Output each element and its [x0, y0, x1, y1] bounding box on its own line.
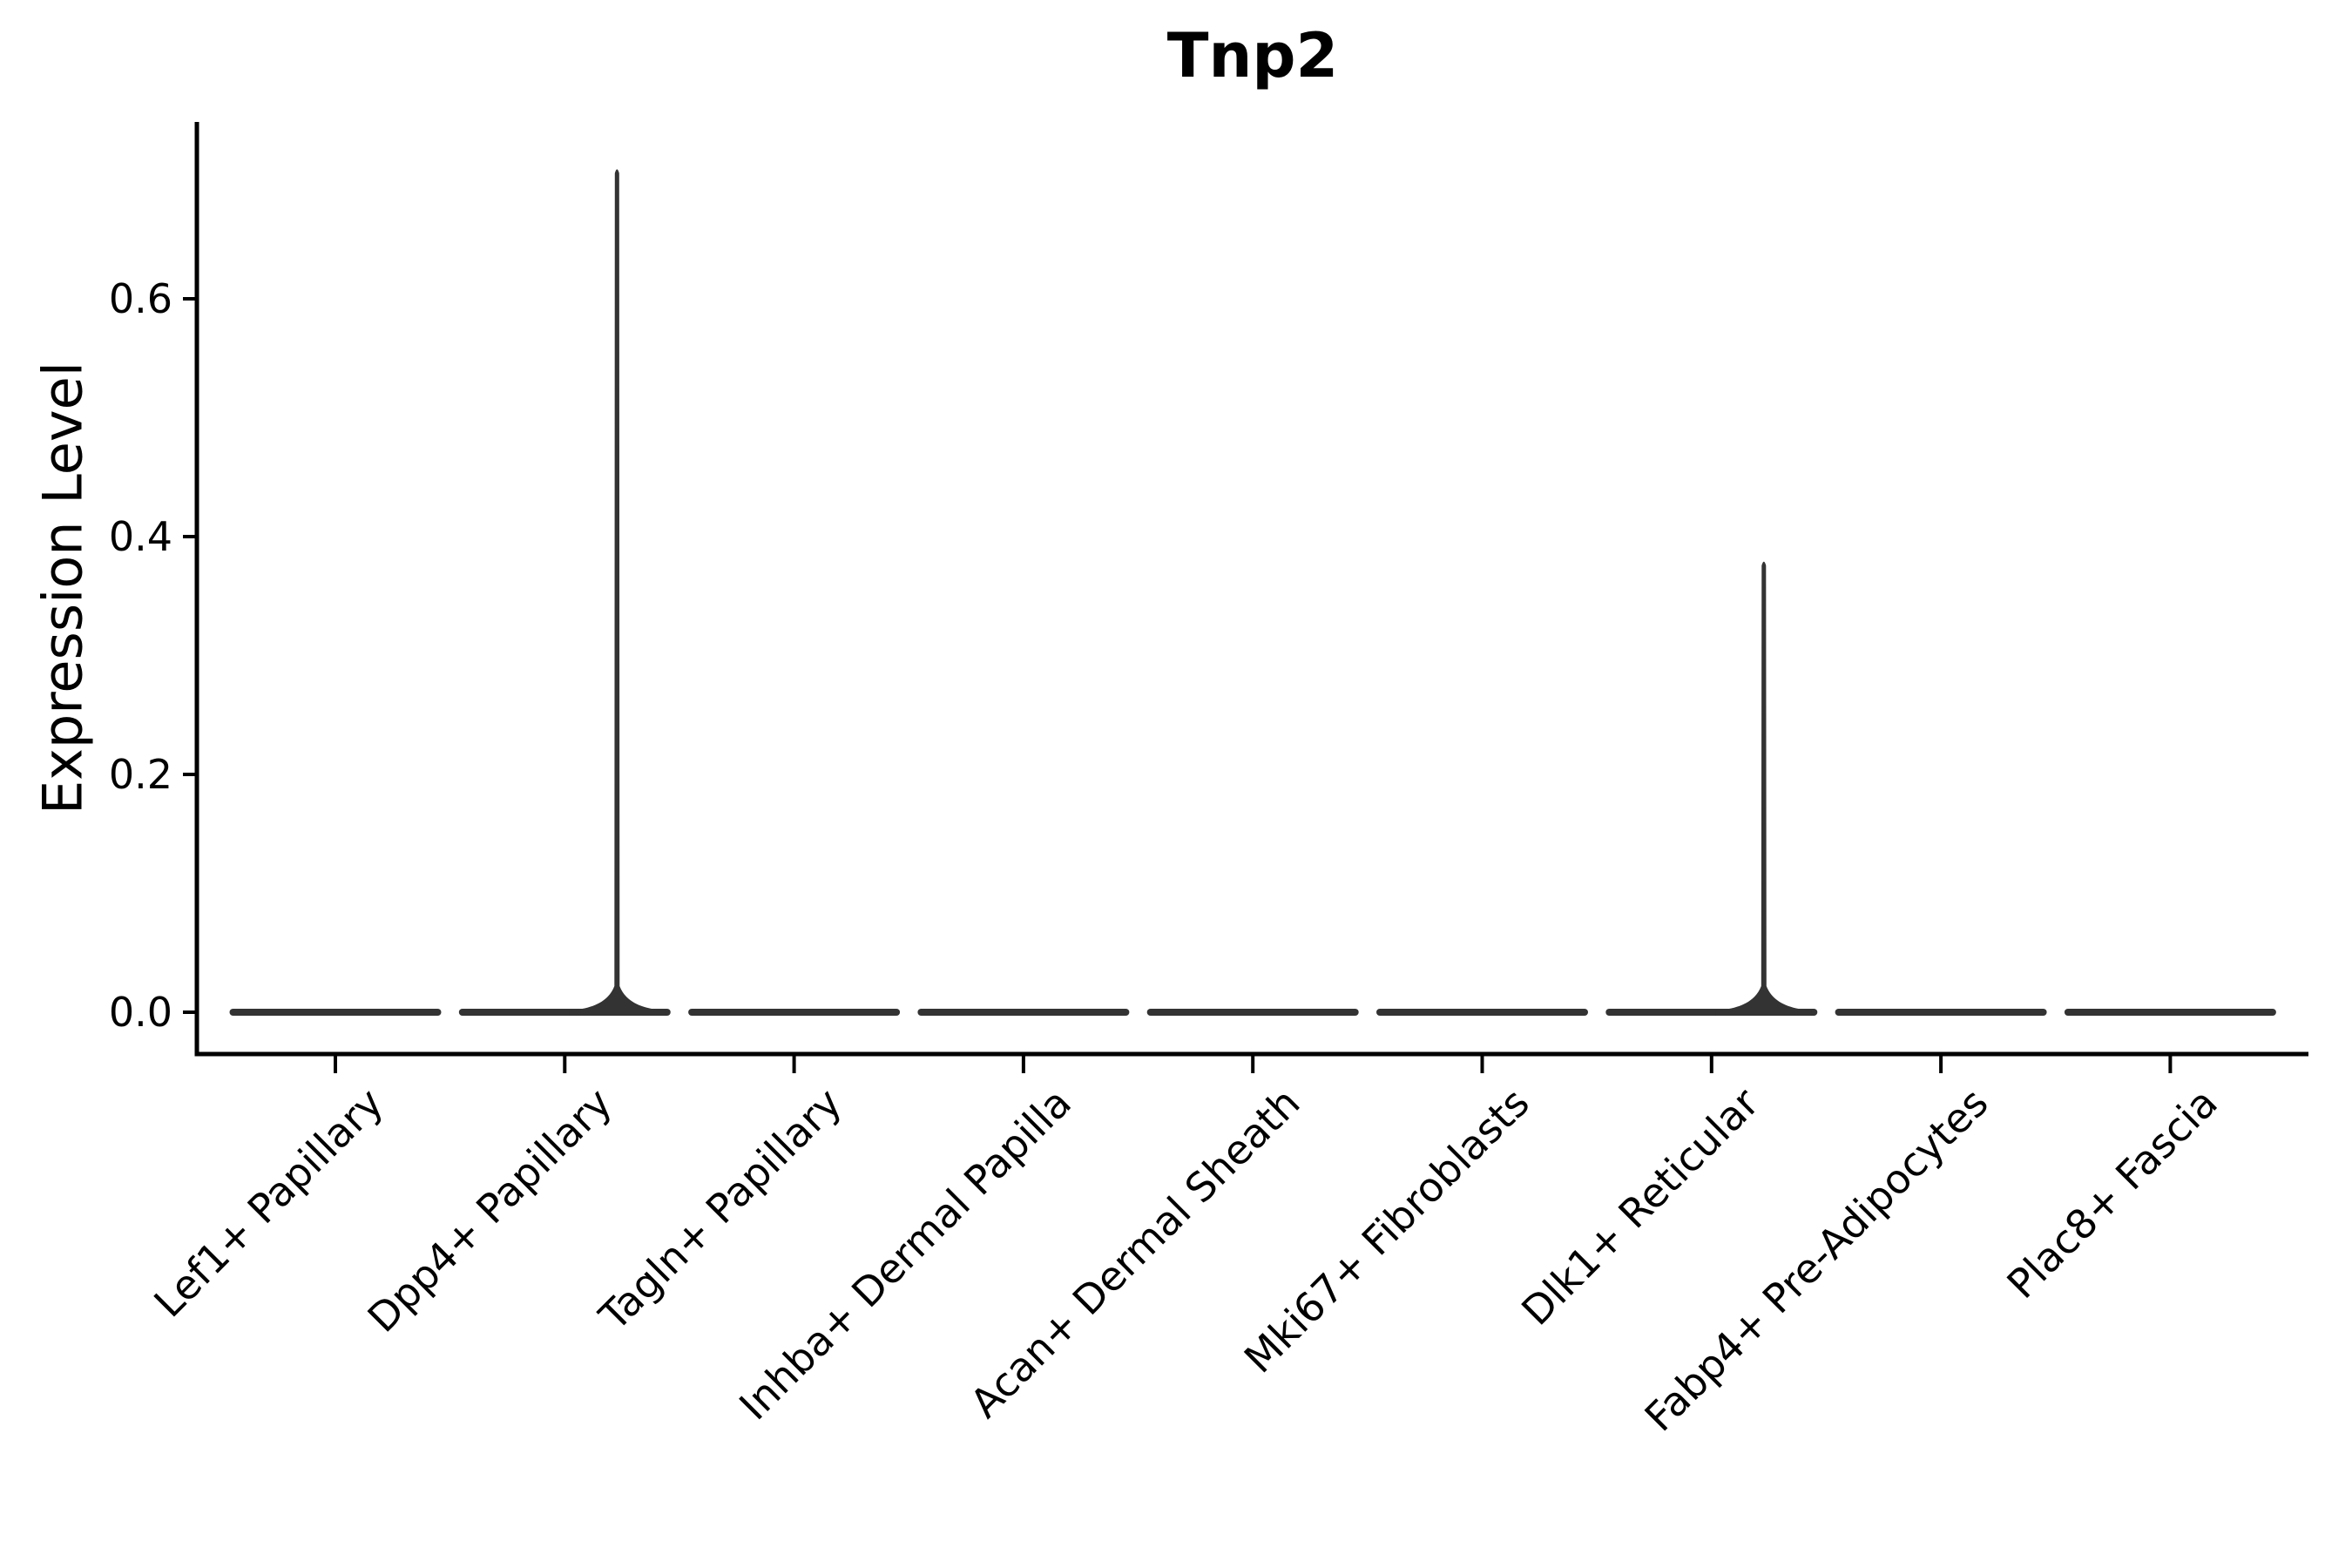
chart-title: Tnp2: [1166, 20, 1339, 91]
violin-spike: [569, 169, 666, 1017]
violin-base: [1835, 1009, 2047, 1016]
y-tick-label: 0.0: [108, 989, 172, 1036]
violin-base: [917, 1009, 1130, 1016]
y-tick-label: 0.6: [108, 275, 172, 322]
violin-spike: [1715, 561, 1812, 1016]
violin-base: [1146, 1009, 1359, 1016]
y-tick-label: 0.4: [108, 513, 172, 560]
violin-base: [688, 1009, 901, 1016]
violin-base: [2064, 1009, 2276, 1016]
y-tick-label: 0.2: [108, 751, 172, 798]
violin-base: [1376, 1009, 1588, 1016]
violin-base: [229, 1009, 442, 1016]
